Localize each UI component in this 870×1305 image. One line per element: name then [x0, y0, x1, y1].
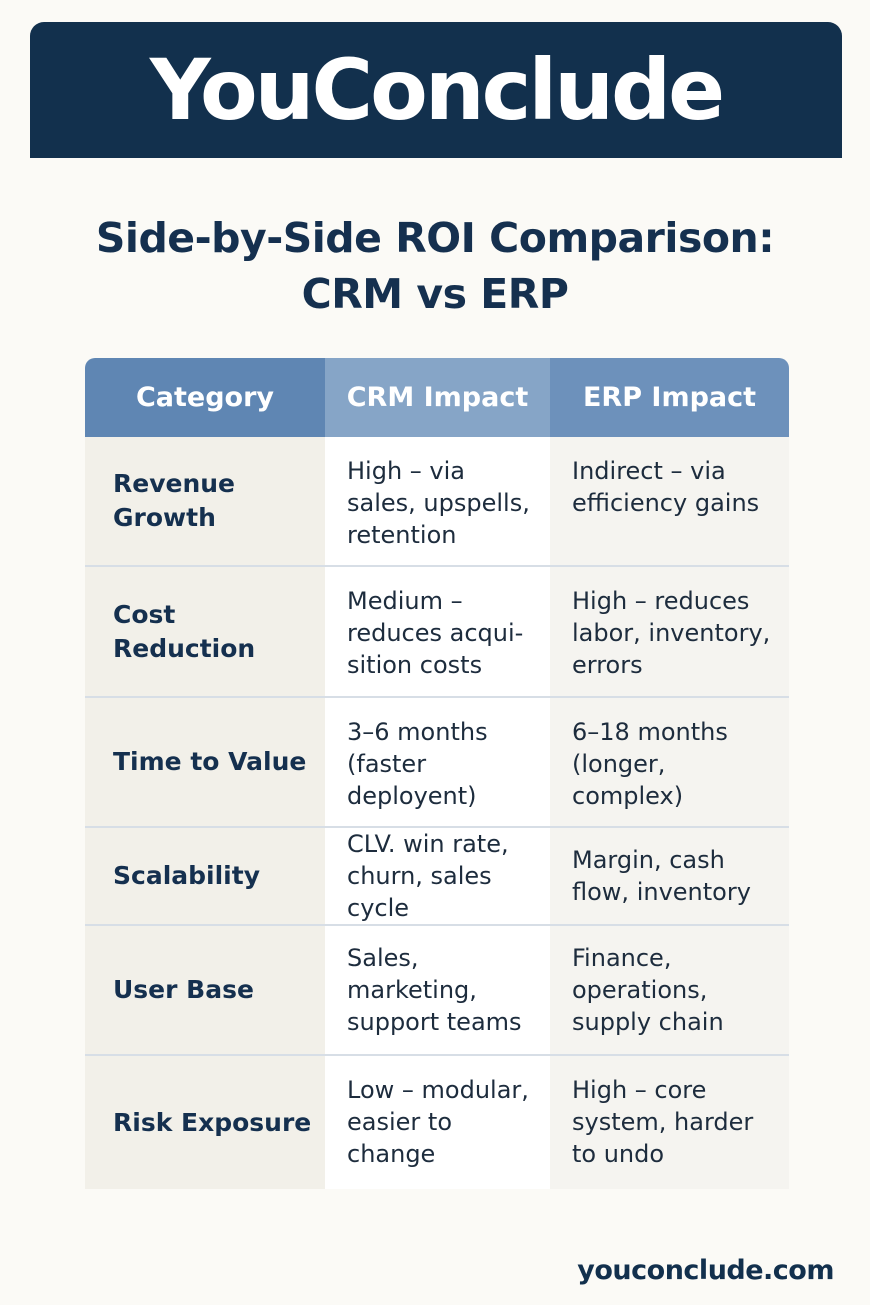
- table-row: Cost Reduction Medium – reduces acqui-si…: [85, 566, 789, 698]
- table-row: Risk Exposure Low – modular, easier to c…: [85, 1055, 789, 1189]
- header-category: Category: [85, 358, 325, 437]
- comparison-table: Category CRM Impact ERP Impact Revenue G…: [85, 358, 789, 1189]
- crm-cell: CLV. win rate, churn, sales cycle: [325, 827, 550, 926]
- category-cell: Scalability: [85, 827, 325, 926]
- erp-cell: Finance, operations, supply chain: [550, 925, 789, 1056]
- table-header-row: Category CRM Impact ERP Impact: [85, 358, 789, 437]
- crm-cell: Medium – reduces acqui-sition costs: [325, 566, 550, 698]
- header-crm-impact: CRM Impact: [325, 358, 550, 437]
- erp-cell: High – reduces labor, inventory, errors: [550, 566, 789, 698]
- title-line-1: Side-by-Side ROI Comparison:: [95, 214, 775, 262]
- erp-cell: 6–18 months (longer, complex): [550, 697, 789, 828]
- brand-logo-text: YouConclude: [149, 41, 725, 139]
- crm-cell: 3–6 months (faster deployent): [325, 697, 550, 828]
- header-erp-impact: ERP Impact: [550, 358, 789, 437]
- erp-cell: Indirect – via efficiency gains: [550, 437, 789, 567]
- category-cell: Cost Reduction: [85, 566, 325, 698]
- category-cell: Risk Exposure: [85, 1055, 325, 1189]
- table-row: User Base Sales, marketing, support team…: [85, 925, 789, 1056]
- category-cell: Time to Value: [85, 697, 325, 828]
- brand-banner: YouConclude: [30, 22, 842, 158]
- table-row: Time to Value 3–6 months (faster deploye…: [85, 697, 789, 828]
- category-cell: User Base: [85, 925, 325, 1056]
- table-row: Revenue Growth High – via sales, upspell…: [85, 437, 789, 567]
- page-title: Side-by-Side ROI Comparison: CRM vs ERP: [0, 210, 870, 322]
- title-line-2: CRM vs ERP: [301, 270, 569, 318]
- erp-cell: High – core system, harder to undo: [550, 1055, 789, 1189]
- erp-cell: Margin, cash flow, inventory: [550, 827, 789, 926]
- table-row: Scalability CLV. win rate, churn, sales …: [85, 827, 789, 926]
- crm-cell: Low – modular, easier to change: [325, 1055, 550, 1189]
- footer-site-url: youconclude.com: [577, 1255, 834, 1286]
- crm-cell: Sales, marketing, support teams: [325, 925, 550, 1056]
- crm-cell: High – via sales, upspells, retention: [325, 437, 550, 567]
- category-cell: Revenue Growth: [85, 437, 325, 567]
